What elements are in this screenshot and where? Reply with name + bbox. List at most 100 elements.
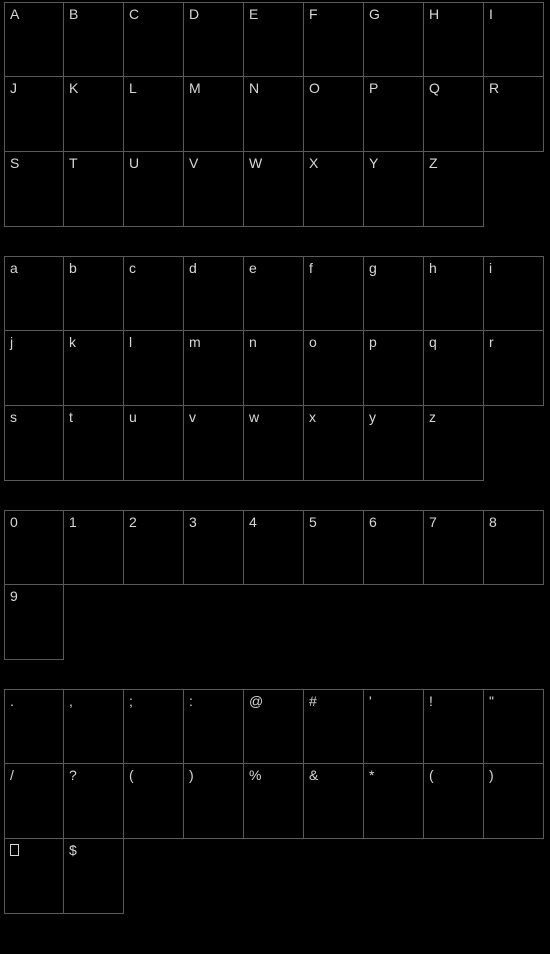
glyph-row: /?()%&*() (4, 764, 544, 839)
glyph-cell: C (124, 2, 184, 77)
glyph-cell: A (4, 2, 64, 77)
glyph-label: n (249, 335, 257, 349)
glyph-cell: m (184, 331, 244, 406)
glyph-label: X (309, 156, 318, 170)
glyph-cell: e (244, 256, 304, 331)
glyph-label: L (129, 81, 137, 95)
glyph-cell: b (64, 256, 124, 331)
glyph-label: 6 (369, 515, 377, 529)
glyph-label: h (429, 261, 437, 275)
glyph-label: O (309, 81, 320, 95)
glyph-label: T (69, 156, 78, 170)
tofu-glyph-icon (10, 844, 19, 856)
glyph-label: & (309, 768, 318, 782)
glyph-cell: s (4, 406, 64, 481)
glyph-cell: K (64, 77, 124, 152)
glyph-row: 9 (4, 585, 544, 660)
glyph-cell: r (484, 331, 544, 406)
glyph-cell: d (184, 256, 244, 331)
glyph-label: w (249, 410, 259, 424)
glyph-label: ) (189, 768, 194, 782)
glyph-label: S (10, 156, 19, 170)
glyph-label: d (189, 261, 197, 275)
glyph-label: ) (489, 768, 494, 782)
glyph-cell: : (184, 689, 244, 764)
glyph-cell: k (64, 331, 124, 406)
glyph-label: j (10, 335, 13, 349)
glyph-cell: , (64, 689, 124, 764)
glyph-label: V (189, 156, 198, 170)
glyph-cell: u (124, 406, 184, 481)
glyph-cell: H (424, 2, 484, 77)
glyph-label: c (129, 261, 136, 275)
glyph-cell: ? (64, 764, 124, 839)
glyph-cell: i (484, 256, 544, 331)
glyph-label: y (369, 410, 376, 424)
glyph-cell: $ (64, 839, 124, 914)
glyph-cell: g (364, 256, 424, 331)
glyph-cell: y (364, 406, 424, 481)
glyph-row: stuvwxyz (4, 406, 544, 481)
glyph-label: . (10, 694, 14, 708)
glyph-label: x (309, 410, 316, 424)
glyph-row: .,;:@#'!" (4, 689, 544, 764)
glyph-group-digits: 0123456789 (4, 510, 544, 660)
glyph-cell: D (184, 2, 244, 77)
glyph-label: I (489, 7, 493, 21)
glyph-cell: O (304, 77, 364, 152)
glyph-cell: 9 (4, 585, 64, 660)
glyph-label: 9 (10, 589, 18, 603)
glyph-label: m (189, 335, 201, 349)
glyph-cell: W (244, 152, 304, 227)
glyph-cell: . (4, 689, 64, 764)
glyph-label: C (129, 7, 139, 21)
glyph-label: g (369, 261, 377, 275)
glyph-label: / (10, 768, 14, 782)
glyph-cell: c (124, 256, 184, 331)
glyph-cell: @ (244, 689, 304, 764)
glyph-label: s (10, 410, 17, 424)
glyph-cell: Y (364, 152, 424, 227)
glyph-row: ABCDEFGHI (4, 2, 544, 77)
glyph-cell: ' (364, 689, 424, 764)
glyph-label: J (10, 81, 17, 95)
glyph-label: U (129, 156, 139, 170)
glyph-label: M (189, 81, 201, 95)
glyph-label: , (69, 694, 73, 708)
glyph-label: 8 (489, 515, 497, 529)
glyph-label: ' (369, 694, 372, 708)
glyph-cell: G (364, 2, 424, 77)
glyph-label: e (249, 261, 257, 275)
glyph-cell: R (484, 77, 544, 152)
glyph-cell: 6 (364, 510, 424, 585)
glyph-label: D (189, 7, 199, 21)
glyph-label: $ (69, 843, 77, 857)
glyph-label: z (429, 410, 436, 424)
glyph-cell: 5 (304, 510, 364, 585)
glyph-label: R (489, 81, 499, 95)
glyph-cell: M (184, 77, 244, 152)
glyph-row: JKLMNOPQR (4, 77, 544, 152)
glyph-cell: I (484, 2, 544, 77)
glyph-label: p (369, 335, 377, 349)
glyph-cell: B (64, 2, 124, 77)
glyph-cell: v (184, 406, 244, 481)
glyph-label: @ (249, 694, 263, 708)
glyph-label: v (189, 410, 196, 424)
glyph-label: ( (429, 768, 434, 782)
glyph-cell: l (124, 331, 184, 406)
glyph-label: # (309, 694, 317, 708)
glyph-label: 4 (249, 515, 257, 529)
glyph-label: ( (129, 768, 134, 782)
glyph-row: jklmnopqr (4, 331, 544, 406)
glyph-cell: 1 (64, 510, 124, 585)
glyph-cell: * (364, 764, 424, 839)
glyph-label: u (129, 410, 137, 424)
glyph-group-lowercase: abcdefghijklmnopqrstuvwxyz (4, 256, 544, 481)
glyph-label: E (249, 7, 258, 21)
glyph-cell: " (484, 689, 544, 764)
glyph-label: 5 (309, 515, 317, 529)
glyph-cell: w (244, 406, 304, 481)
glyph-row: STUVWXYZ (4, 152, 544, 227)
glyph-cell: & (304, 764, 364, 839)
